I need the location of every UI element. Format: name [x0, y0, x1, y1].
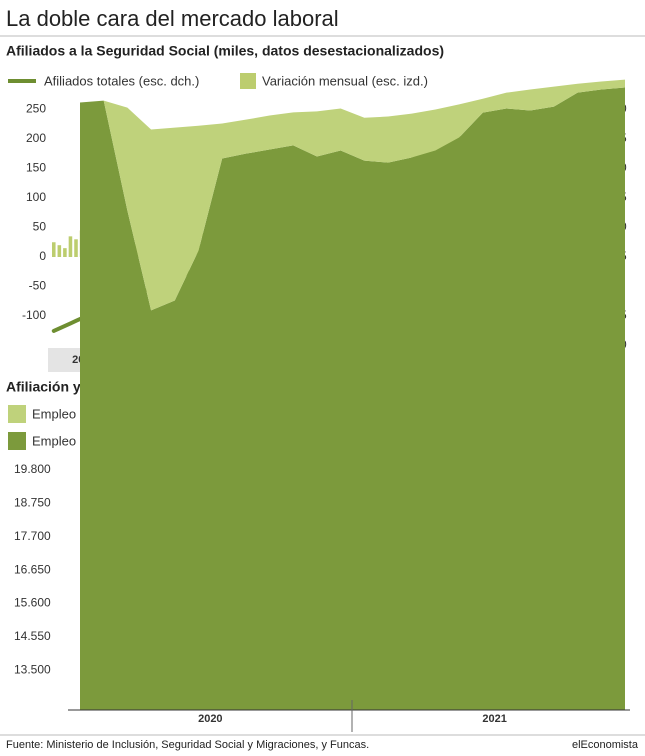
area	[80, 79, 625, 311]
y-tick-label: 250	[26, 102, 46, 116]
bar	[63, 248, 67, 257]
page-title: La doble cara del mercado laboral	[6, 6, 339, 31]
y-tick-label: 0	[39, 249, 46, 263]
bar	[52, 242, 56, 257]
bar	[57, 245, 62, 257]
y-tick-label: 16.650	[14, 562, 51, 576]
area	[80, 87, 625, 710]
y-tick-label: -50	[29, 279, 47, 293]
y-tick-label: 200	[26, 131, 46, 145]
y-tick-label: 15.600	[14, 596, 51, 610]
y-tick-label: 150	[26, 161, 46, 175]
bar	[68, 236, 73, 257]
legend-swatch	[240, 73, 256, 89]
source: Fuente: Ministerio de Inclusión, Segurid…	[6, 739, 369, 751]
legend-label: Afiliados totales (esc. dch.)	[44, 73, 199, 88]
y-tick-label: 18.750	[14, 496, 51, 510]
chart-title: Afiliados a la Seguridad Social (miles, …	[6, 43, 444, 59]
y-tick-label: 50	[33, 220, 47, 234]
x-tick-label: 2021	[482, 713, 506, 725]
y-tick-label: 13.500	[14, 662, 51, 676]
y-tick-label: 100	[26, 190, 46, 204]
legend-swatch	[8, 432, 26, 450]
legend-label: Variación mensual (esc. izd.)	[262, 73, 428, 88]
legend-swatch	[8, 405, 26, 423]
y-tick-label: 19.800	[14, 462, 51, 476]
bar	[74, 239, 78, 257]
y-tick-label: -100	[22, 308, 46, 322]
y-tick-label: 17.700	[14, 529, 51, 543]
chart-2: 13.500 14.550 15.600 16.650 17.700 18.750 19.8…	[8, 79, 625, 725]
brand: elEconomista	[572, 739, 639, 751]
x-tick-label: 2020	[198, 713, 222, 725]
y-tick-label: 14.550	[14, 629, 51, 643]
